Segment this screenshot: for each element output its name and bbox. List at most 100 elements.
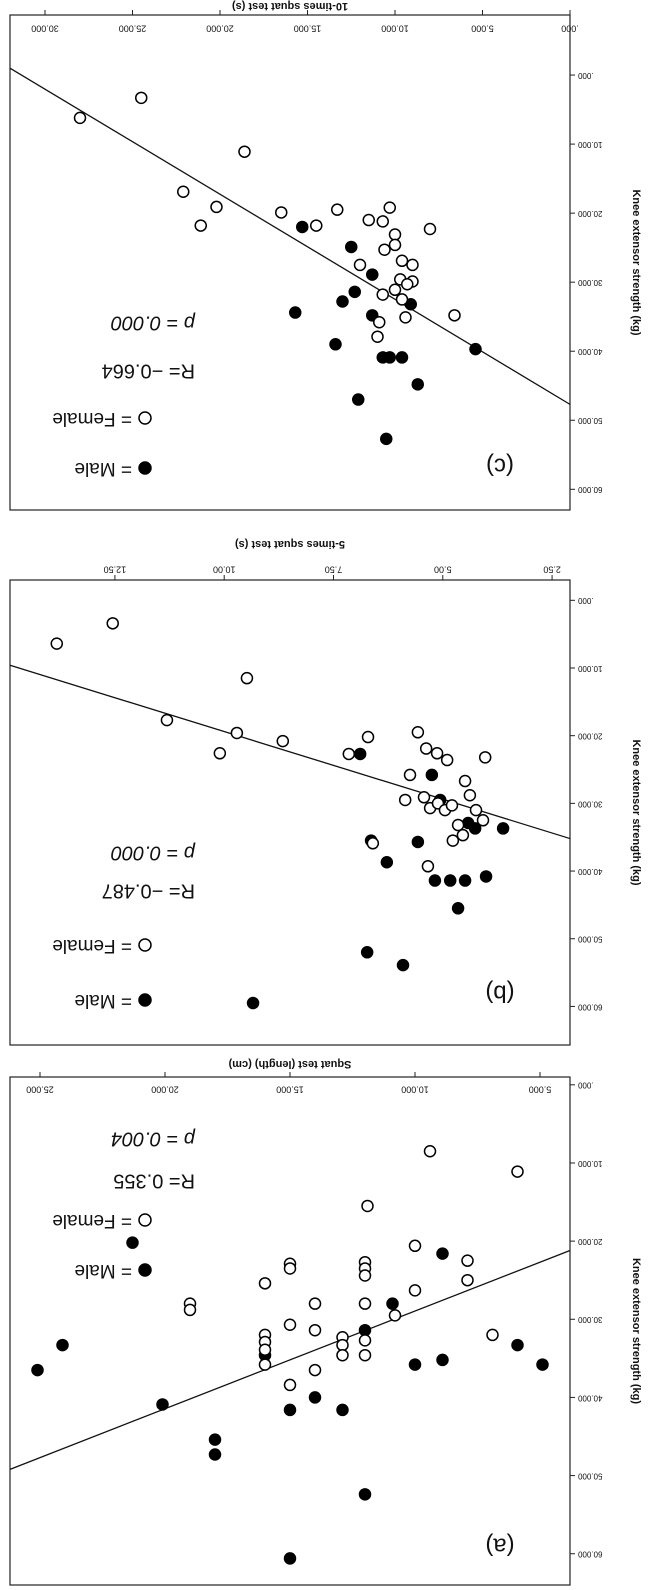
panel: .00010.00020.00030.00040.00050.00060.000…	[10, 538, 642, 1045]
rotated-figure: .000 10.000 20.000 30.000 40.000 50.000 60.000…	[10, 0, 642, 1585]
legend-label: = Male	[74, 1260, 132, 1281]
male-point	[445, 875, 456, 886]
male-point	[360, 1489, 371, 1500]
male-point	[346, 241, 357, 252]
female-point	[355, 259, 366, 270]
female-point	[285, 1319, 296, 1330]
female-point	[360, 1298, 371, 1309]
legend-label: = Female	[52, 1210, 132, 1231]
legend-marker	[139, 1214, 151, 1226]
y-tick-label: 10.000	[577, 664, 602, 673]
female-point	[360, 1350, 371, 1361]
female-point	[471, 805, 482, 816]
female-point	[478, 815, 489, 826]
female-point	[374, 317, 385, 328]
female-point	[311, 220, 322, 231]
male-point	[381, 857, 392, 868]
female-point	[422, 861, 433, 872]
female-point	[241, 673, 252, 684]
female-point	[418, 792, 429, 803]
panel-label: (c)	[486, 453, 514, 480]
female-point	[487, 1329, 498, 1340]
male-point	[397, 352, 408, 363]
y-tick-label: 50.000	[577, 935, 602, 944]
male-point	[381, 433, 392, 444]
male-point	[349, 286, 360, 297]
male-point	[460, 875, 471, 886]
female-point	[107, 618, 118, 629]
female-point	[211, 201, 222, 212]
x-tick-label: 20.000	[206, 24, 234, 34]
legend-label: = Female	[52, 408, 132, 429]
female-point	[75, 112, 86, 123]
male-point	[398, 960, 409, 971]
y-tick-label: 20.000	[577, 209, 602, 218]
x-tick-label: 5.00	[434, 565, 452, 575]
y-tick-label: 10.000	[577, 1159, 602, 1168]
male-point	[248, 998, 259, 1009]
legend-marker	[139, 939, 151, 951]
legend-label: = Male	[74, 990, 132, 1011]
male-point	[353, 394, 364, 405]
female-point	[260, 1359, 271, 1370]
female-point	[161, 715, 172, 726]
female-point	[390, 284, 401, 295]
legend-label: = Male	[74, 458, 132, 479]
female-point	[460, 776, 471, 787]
female-point	[260, 1344, 271, 1355]
male-point	[429, 875, 440, 886]
female-point	[400, 312, 411, 323]
female-point	[363, 732, 374, 743]
x-tick-label: 10.00	[213, 565, 236, 575]
female-point	[276, 207, 287, 218]
y-axis-title: Knee extensor strength (kg)	[630, 739, 642, 885]
female-point	[432, 748, 443, 759]
y-tick-label: 30.000	[577, 799, 602, 808]
y-tick-label: 60.000	[577, 1550, 602, 1559]
y-tick-label: 20.000	[577, 732, 602, 741]
x-tick-label: .000	[561, 24, 579, 34]
female-point	[397, 294, 408, 305]
male-point	[32, 1365, 43, 1376]
female-point	[407, 259, 418, 270]
y-tick-label: 40.000	[577, 867, 602, 876]
female-point	[310, 1325, 321, 1336]
female-point	[425, 1146, 436, 1157]
male-point	[355, 748, 366, 759]
male-point	[537, 1359, 548, 1370]
x-tick-label: 10.000	[381, 24, 409, 34]
y-tick-label: 30.000	[577, 1315, 602, 1324]
male-point	[498, 823, 509, 834]
x-tick-label: 5.000	[471, 24, 494, 34]
female-point	[462, 1275, 473, 1286]
female-point	[231, 727, 242, 738]
female-point	[425, 224, 436, 235]
legend-marker	[139, 1264, 151, 1276]
legend-marker	[139, 412, 151, 424]
female-point	[360, 1335, 371, 1346]
female-point	[453, 820, 464, 831]
female-point	[402, 279, 413, 290]
female-point	[449, 310, 460, 321]
male-point	[387, 1298, 398, 1309]
female-point	[337, 1350, 348, 1361]
female-point	[377, 289, 388, 300]
legend-label: = Female	[52, 935, 132, 956]
male-point	[285, 1553, 296, 1564]
regression-line	[10, 68, 570, 404]
page: {"chart_data": [ {"type": "scatter", "x_…	[0, 0, 650, 1590]
male-point	[337, 296, 348, 307]
x-tick-label: 7.50	[325, 565, 343, 575]
panel-label: (a)	[485, 1533, 514, 1560]
x-tick-label: 10.000	[401, 1085, 429, 1095]
male-point	[384, 352, 395, 363]
female-point	[277, 736, 288, 747]
y-tick-label: 50.000	[577, 1471, 602, 1480]
female-point	[195, 220, 206, 231]
female-point	[372, 331, 383, 342]
female-point	[462, 1255, 473, 1266]
male-point	[285, 1404, 296, 1415]
male-point	[297, 221, 308, 232]
male-point	[367, 269, 378, 280]
male-point	[57, 1340, 68, 1351]
